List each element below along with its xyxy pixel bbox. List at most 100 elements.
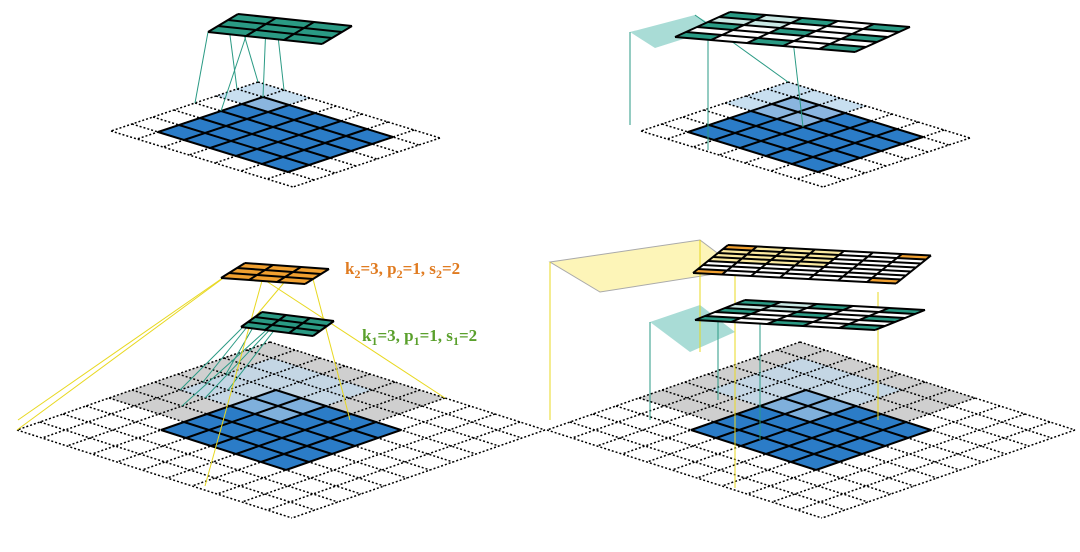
- cell: [733, 25, 780, 33]
- grid-line: [110, 81, 259, 132]
- cell: [722, 30, 769, 38]
- grid-line: [792, 96, 924, 138]
- grid-line: [240, 311, 263, 328]
- grid-line: [697, 268, 902, 281]
- grid-line: [776, 349, 1053, 439]
- cell: [686, 27, 733, 35]
- grid-line: [592, 413, 869, 503]
- grid-line: [183, 421, 310, 463]
- grid-line: [240, 326, 314, 337]
- subscript: 2: [436, 267, 442, 281]
- grid-line: [178, 124, 310, 166]
- grid-line: [750, 110, 882, 152]
- grid-line: [220, 110, 352, 152]
- grid-line: [157, 96, 264, 133]
- grid-line: [291, 429, 546, 519]
- cell: [852, 29, 899, 37]
- grid-line: [696, 26, 878, 43]
- grid-line: [199, 117, 331, 159]
- text-part: =1, s: [420, 326, 454, 345]
- grid-line: [791, 128, 898, 165]
- text-part: =2: [459, 326, 477, 345]
- grid-line: [694, 319, 876, 331]
- text-part: =1, s: [403, 259, 437, 278]
- grid-line: [245, 17, 277, 37]
- grid-line: [771, 103, 903, 145]
- grid-line: [753, 357, 1030, 447]
- grid-line: [734, 303, 916, 315]
- grid-line: [16, 429, 293, 519]
- grid-line: [712, 256, 917, 269]
- grid-line: [183, 104, 290, 141]
- connector: [16, 267, 238, 431]
- grid-line: [210, 405, 327, 447]
- padding-area: [630, 15, 718, 48]
- cell: [218, 20, 266, 30]
- text-part: k: [362, 326, 372, 345]
- connector: [204, 319, 280, 399]
- connector: [256, 274, 446, 399]
- grid-line: [321, 25, 353, 45]
- grid-line: [724, 307, 906, 319]
- grid-line: [765, 120, 872, 157]
- cell: [791, 18, 838, 26]
- grid-line: [708, 124, 840, 166]
- grid-line: [718, 16, 900, 33]
- cell: [805, 31, 852, 39]
- cell: [266, 18, 314, 28]
- grid-line: [722, 248, 927, 261]
- cell: [708, 17, 755, 25]
- cell: [719, 12, 766, 20]
- connector: [179, 321, 249, 391]
- text-part: =2: [442, 259, 460, 278]
- grid-line: [261, 128, 368, 165]
- text-part: =3, p: [360, 259, 396, 278]
- grid-line: [237, 13, 353, 27]
- layer2-params: k2=3, p2=1, s2=2: [345, 259, 460, 281]
- grid-line: [220, 262, 246, 279]
- cell: [675, 32, 722, 40]
- cell: [248, 317, 279, 325]
- grid-line: [157, 131, 289, 173]
- grid-line: [690, 429, 817, 471]
- cell: [228, 14, 276, 24]
- cell: [758, 33, 805, 41]
- grid-line: [252, 397, 379, 439]
- grid-line: [736, 413, 863, 455]
- cell: [246, 30, 294, 40]
- grid-line: [41, 349, 296, 439]
- cell: [304, 22, 352, 32]
- cell: [827, 21, 874, 29]
- cell: [256, 24, 304, 34]
- connector: [181, 324, 273, 407]
- grid-line: [220, 277, 306, 285]
- grid-line: [727, 244, 932, 257]
- connector: [312, 278, 351, 421]
- grid-line: [729, 117, 861, 159]
- grid-line: [714, 311, 896, 323]
- grid-line: [223, 357, 500, 447]
- grid-line: [692, 272, 897, 285]
- grid-line: [66, 357, 321, 447]
- grid-line: [790, 421, 907, 463]
- connector: [17, 267, 238, 421]
- cell: [265, 325, 296, 333]
- grid-line: [288, 317, 311, 334]
- grid-line: [690, 389, 807, 431]
- grid-line: [287, 136, 394, 173]
- cell: [780, 23, 827, 31]
- grid-line: [796, 421, 1051, 511]
- grid-line: [799, 341, 1076, 431]
- grid-line: [569, 421, 846, 511]
- grid-line: [687, 96, 794, 133]
- grid-line: [254, 316, 328, 327]
- subscript: 1: [371, 334, 377, 348]
- cell: [747, 38, 794, 46]
- grid-line: [260, 421, 377, 463]
- grid-line: [596, 357, 851, 447]
- grid-line: [235, 120, 342, 157]
- grid-line: [707, 260, 912, 273]
- cell: [744, 20, 791, 28]
- connector: [194, 31, 209, 104]
